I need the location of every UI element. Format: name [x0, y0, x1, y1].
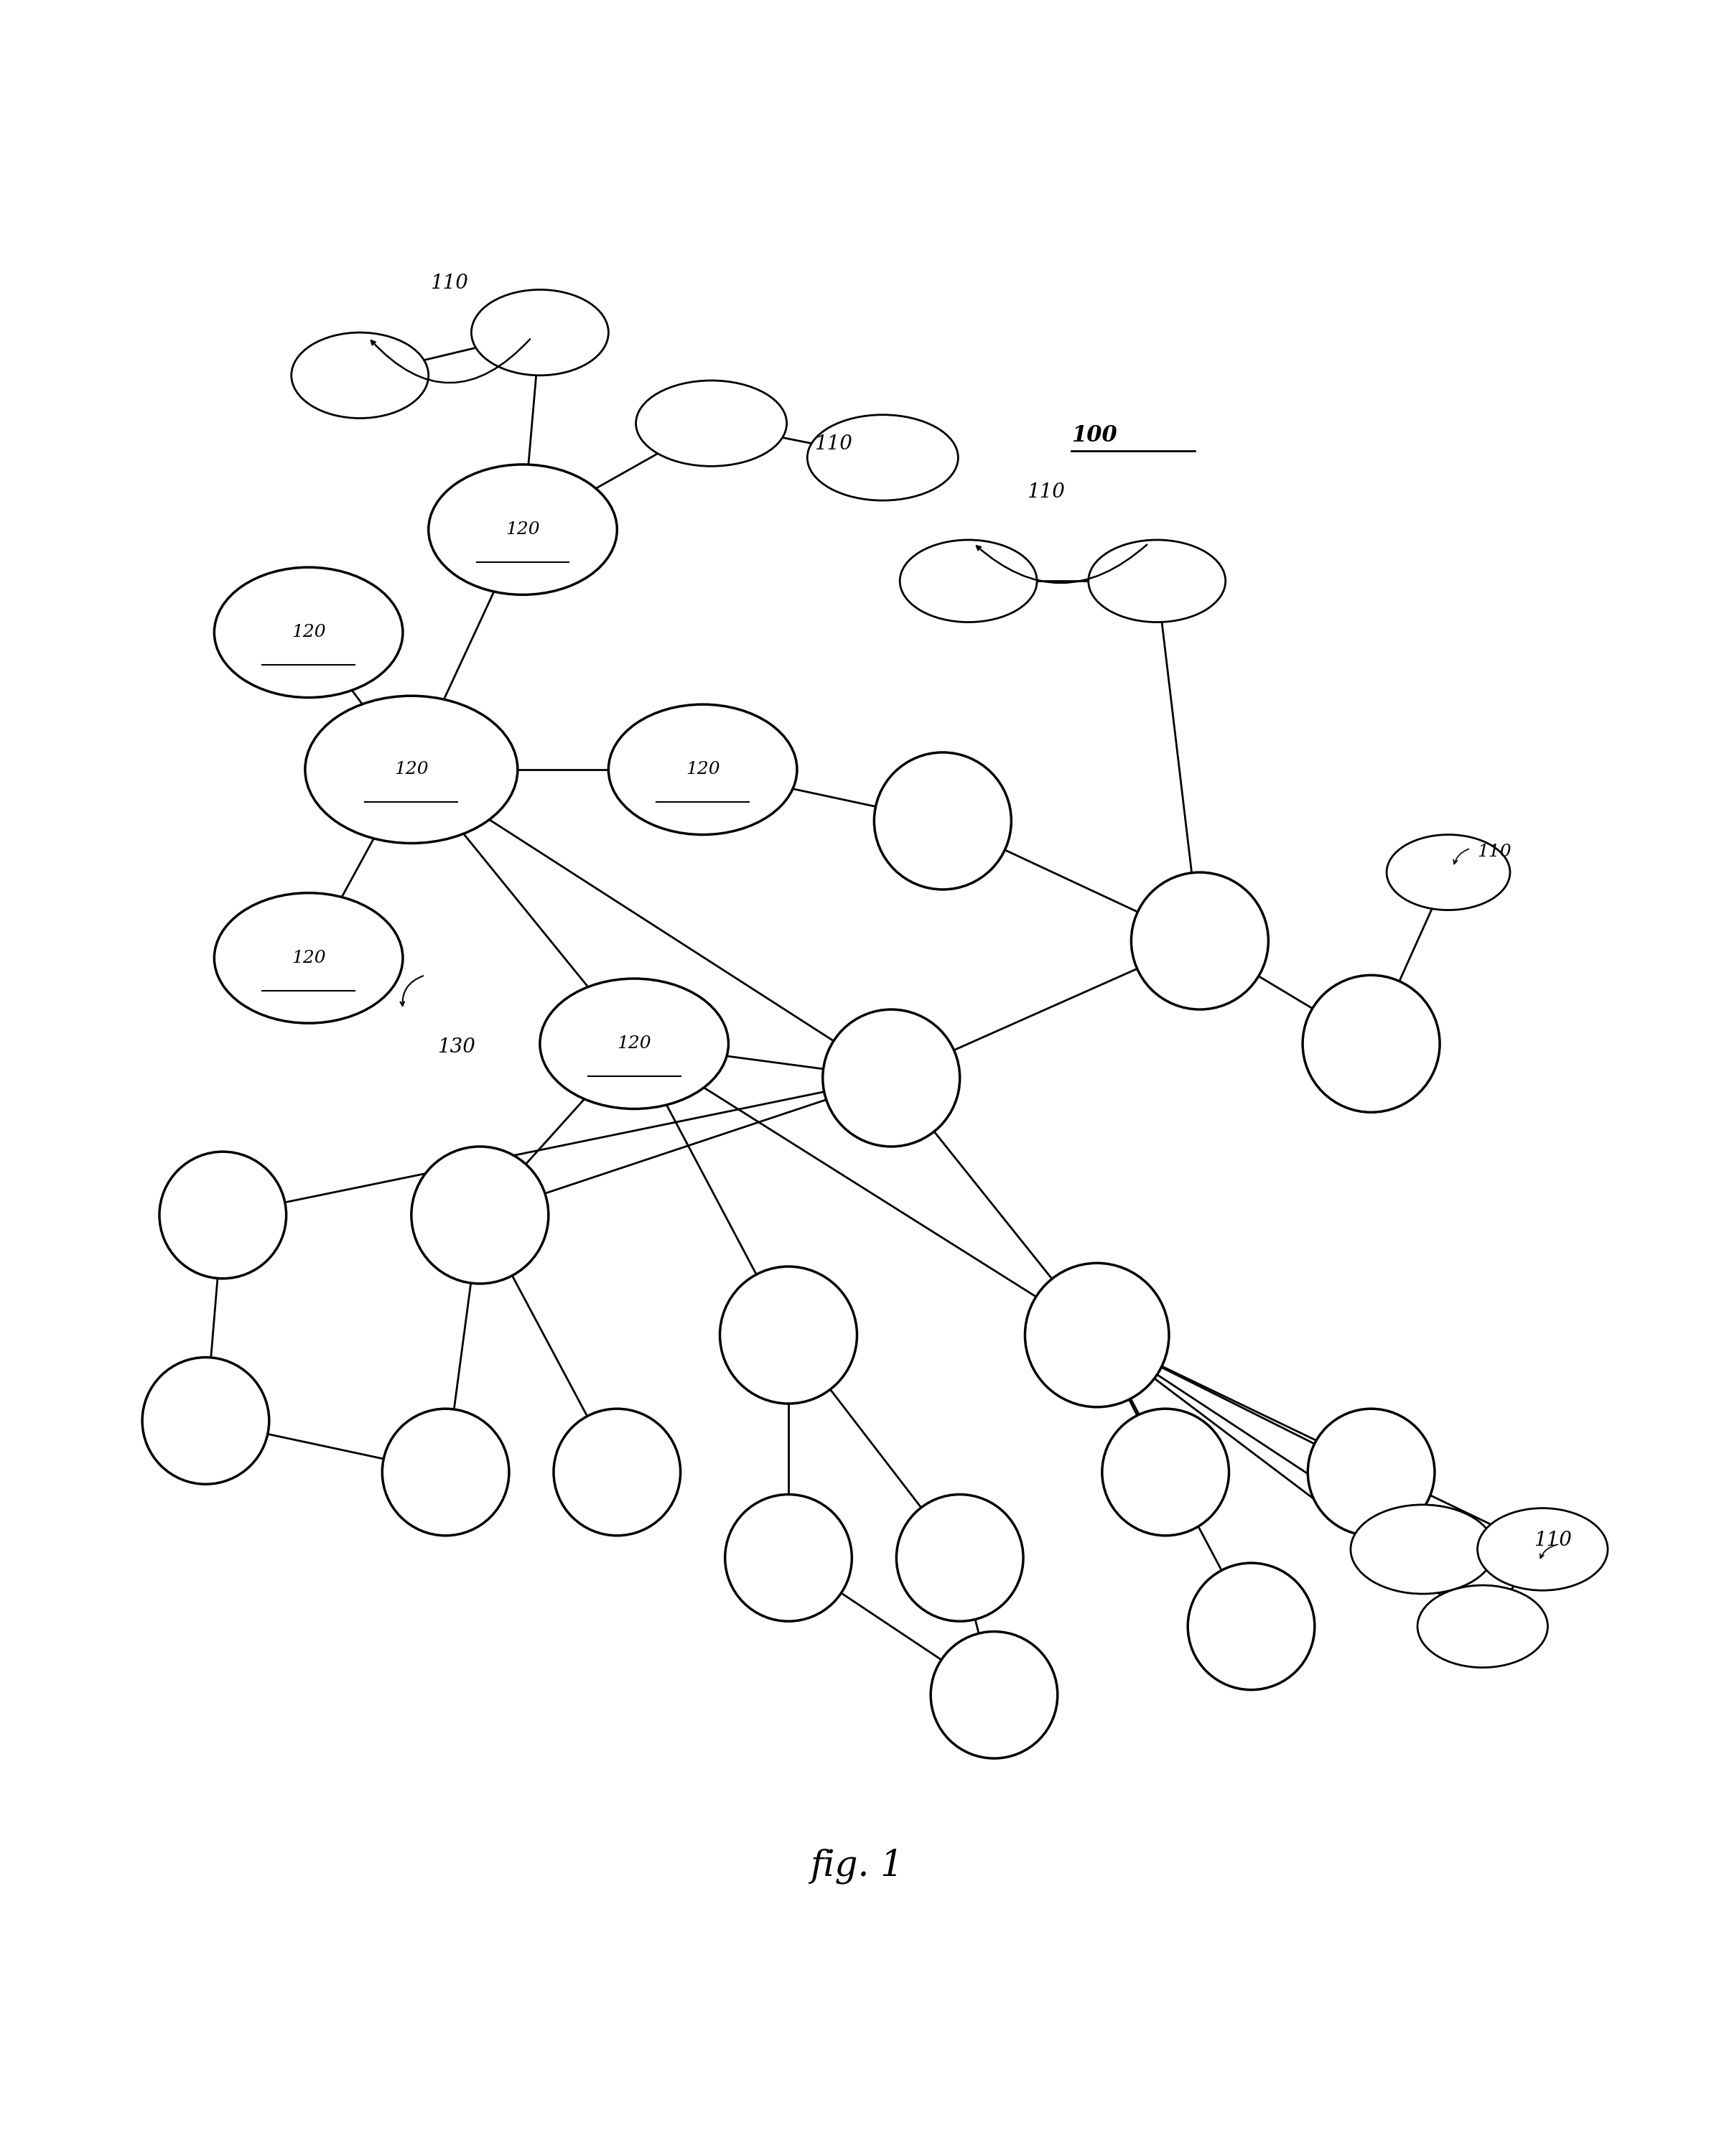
Text: 110: 110: [430, 274, 468, 293]
Text: 110: 110: [814, 433, 852, 453]
Ellipse shape: [411, 1147, 548, 1283]
Ellipse shape: [305, 696, 518, 843]
Ellipse shape: [1477, 1509, 1608, 1591]
Ellipse shape: [1303, 975, 1440, 1112]
Text: 100: 100: [1071, 425, 1118, 446]
Ellipse shape: [725, 1494, 852, 1621]
Ellipse shape: [874, 752, 1011, 890]
Ellipse shape: [608, 705, 797, 834]
Ellipse shape: [931, 1632, 1058, 1759]
Ellipse shape: [1417, 1585, 1548, 1667]
Ellipse shape: [720, 1266, 857, 1404]
Ellipse shape: [636, 379, 787, 466]
Text: 110: 110: [1534, 1531, 1572, 1550]
Ellipse shape: [807, 414, 958, 500]
Ellipse shape: [554, 1408, 680, 1535]
Ellipse shape: [471, 289, 608, 375]
Ellipse shape: [1131, 873, 1268, 1009]
Text: fig. 1: fig. 1: [811, 1848, 903, 1884]
Text: 120: 120: [506, 522, 540, 537]
Ellipse shape: [291, 332, 428, 418]
Ellipse shape: [1351, 1505, 1495, 1593]
Text: 120: 120: [394, 761, 428, 778]
Ellipse shape: [1088, 539, 1226, 623]
Ellipse shape: [214, 893, 403, 1024]
Ellipse shape: [1188, 1563, 1315, 1690]
Ellipse shape: [823, 1009, 960, 1147]
Text: 120: 120: [291, 951, 326, 966]
Ellipse shape: [159, 1151, 286, 1279]
Ellipse shape: [382, 1408, 509, 1535]
Text: 120: 120: [686, 761, 720, 778]
Ellipse shape: [1387, 834, 1510, 910]
Ellipse shape: [214, 567, 403, 699]
Text: 120: 120: [617, 1035, 651, 1052]
Ellipse shape: [896, 1494, 1023, 1621]
Text: 120: 120: [291, 625, 326, 640]
Ellipse shape: [142, 1358, 269, 1483]
Ellipse shape: [428, 464, 617, 595]
Ellipse shape: [1102, 1408, 1229, 1535]
Text: 110: 110: [1477, 843, 1512, 860]
Ellipse shape: [540, 979, 728, 1108]
Text: 130: 130: [437, 1037, 475, 1056]
Ellipse shape: [900, 539, 1037, 623]
Text: 110: 110: [1027, 483, 1064, 502]
Ellipse shape: [1308, 1408, 1435, 1535]
Ellipse shape: [1025, 1263, 1169, 1408]
